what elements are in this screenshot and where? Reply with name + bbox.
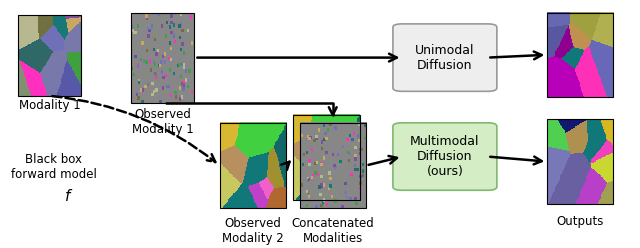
Text: Observed
Modality 2: Observed Modality 2	[221, 217, 284, 245]
Text: Modality 1: Modality 1	[19, 99, 81, 112]
Bar	[547, 13, 613, 97]
Bar	[547, 120, 613, 204]
FancyBboxPatch shape	[393, 123, 497, 190]
FancyBboxPatch shape	[393, 24, 497, 91]
Text: Unimodal
Diffusion: Unimodal Diffusion	[415, 44, 475, 72]
Bar	[300, 123, 366, 208]
Text: Concatenated
Modalities: Concatenated Modalities	[292, 217, 374, 245]
Text: $f$: $f$	[64, 188, 73, 204]
Text: Outputs: Outputs	[556, 215, 604, 228]
Text: Observed
Modality 1: Observed Modality 1	[132, 108, 194, 136]
Bar	[293, 115, 360, 200]
Bar	[131, 13, 195, 103]
Bar	[18, 15, 81, 96]
Text: Black box
forward model: Black box forward model	[11, 153, 97, 181]
Text: Multimodal
Diffusion
(ours): Multimodal Diffusion (ours)	[410, 135, 479, 178]
Bar	[220, 123, 286, 208]
